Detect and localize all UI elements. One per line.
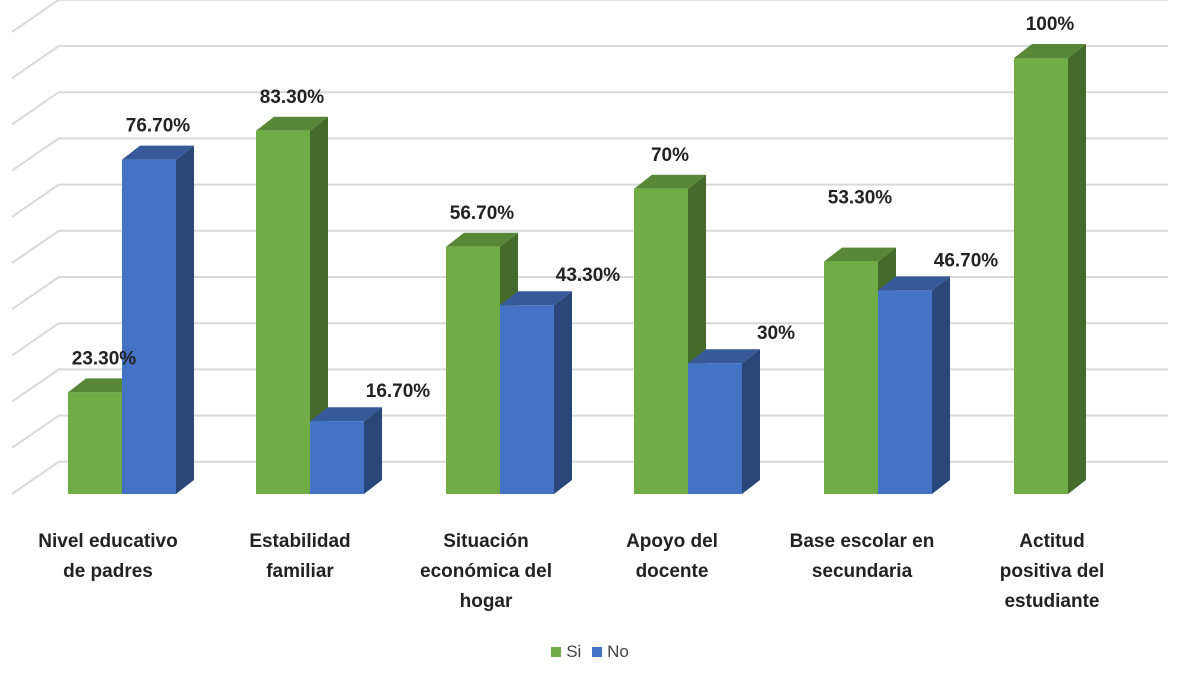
category-label: Estabilidad familiar [205, 527, 395, 587]
bar [122, 159, 176, 494]
data-label: 83.30% [260, 87, 325, 108]
data-label: 53.30% [828, 188, 893, 209]
data-label: 30% [757, 323, 795, 344]
gridline [11, 229, 1168, 264]
category-label-line: Estabilidad [249, 531, 351, 552]
category-label-line: docente [635, 561, 709, 582]
bar-top [500, 291, 572, 306]
bar-top [256, 116, 328, 131]
category-label-line: Apoyo del [626, 531, 718, 552]
category-label-line: secundaria [811, 561, 913, 582]
category-label: Apoyo del docente [577, 527, 767, 587]
category-label: Nivel educativo de padres [13, 527, 203, 587]
category-label-line: de padres [63, 561, 153, 582]
bar-side [310, 116, 328, 494]
gridline [11, 91, 1168, 126]
category-label-line: Nivel educativo [38, 531, 178, 552]
gridline [11, 322, 1168, 357]
bar-top [688, 349, 760, 364]
bar [68, 392, 122, 494]
legend-label-no: No [607, 642, 629, 661]
bar [824, 261, 878, 494]
data-label: 23.30% [72, 348, 137, 369]
legend-item-si: Si [551, 642, 581, 662]
gridlines [11, 0, 1168, 495]
category-label-line: Base escolar en [789, 531, 935, 552]
bar-top [122, 145, 194, 160]
bars [68, 44, 1086, 495]
category-label: Actitud positiva del estudiante [957, 527, 1147, 617]
bar-top [1014, 44, 1086, 58]
bar-top [446, 232, 518, 247]
legend-item-no: No [592, 642, 629, 662]
data-label: 100% [1026, 14, 1075, 35]
category-label-line: familiar [266, 561, 334, 582]
bar [256, 130, 310, 494]
gridline [11, 0, 1168, 33]
data-label: 56.70% [450, 203, 515, 224]
legend: Si No [0, 642, 1180, 662]
gridline [11, 183, 1168, 218]
data-label: 46.70% [934, 250, 999, 271]
bar-side [554, 291, 572, 494]
category-label-line: hogar [459, 591, 513, 612]
gridline [11, 137, 1168, 172]
bar-top [878, 276, 950, 291]
gridline [11, 45, 1168, 80]
category-label-line: positiva del [999, 561, 1105, 582]
bar-side [1068, 44, 1086, 494]
legend-label-si: Si [566, 642, 582, 661]
bar [878, 290, 932, 494]
value-labels: 23.30% 83.30% 56.70% 70% 53.30% 100% 76.70% 16.… [72, 14, 1075, 402]
bar-top [824, 247, 896, 262]
legend-swatch-no [592, 647, 603, 657]
category-label: Base escolar en secundaria [767, 527, 957, 587]
bar-side [364, 407, 382, 494]
bar [688, 363, 742, 494]
data-label: 70% [651, 145, 689, 166]
bar [1014, 58, 1068, 494]
category-label-line: Situación [443, 531, 529, 552]
category-label-line: económica del [420, 561, 552, 582]
gridline [11, 276, 1168, 311]
bar [310, 421, 364, 494]
bar-side [176, 145, 194, 494]
gridline [11, 368, 1168, 403]
bar [634, 188, 688, 495]
gridline [11, 460, 1168, 495]
category-label-line: Actitud [1019, 531, 1085, 552]
category-label-line: estudiante [1004, 591, 1100, 612]
bar [500, 305, 554, 494]
category-label: Situación económica del hogar [391, 527, 581, 617]
bar [446, 246, 500, 494]
gridline [11, 414, 1168, 449]
data-label: 16.70% [366, 381, 431, 402]
bar-top [310, 407, 382, 422]
bar-side [742, 349, 760, 494]
data-label: 76.70% [126, 116, 191, 137]
bar-side [932, 276, 950, 494]
legend-swatch-si [551, 647, 562, 657]
bar-top [634, 174, 706, 189]
data-label: 43.30% [556, 265, 621, 286]
